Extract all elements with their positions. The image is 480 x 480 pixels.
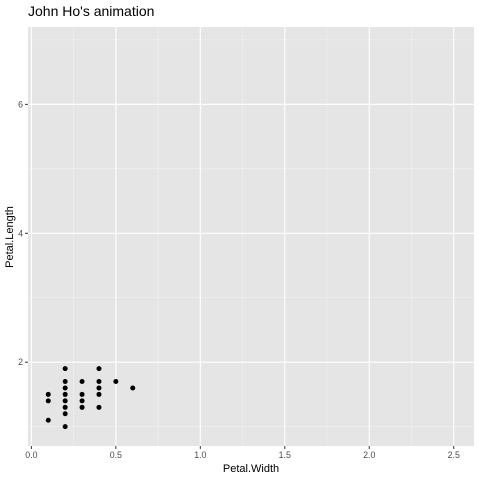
data-point bbox=[113, 379, 119, 385]
data-point bbox=[62, 366, 68, 372]
y-axis-ticks: 2 4 6 bbox=[18, 99, 28, 367]
y-tick-label: 2 bbox=[18, 357, 23, 367]
data-point bbox=[62, 404, 68, 410]
data-point bbox=[45, 417, 51, 423]
data-point bbox=[62, 379, 68, 385]
data-point bbox=[79, 404, 85, 410]
data-point bbox=[79, 391, 85, 397]
data-points bbox=[45, 366, 136, 430]
data-point bbox=[96, 385, 102, 391]
data-point bbox=[96, 404, 102, 410]
data-point bbox=[96, 366, 102, 372]
x-tick-label: 2.5 bbox=[448, 450, 460, 460]
data-point bbox=[62, 391, 68, 397]
data-point bbox=[96, 391, 102, 397]
data-point bbox=[96, 379, 102, 385]
plot-panel bbox=[28, 27, 474, 446]
minor-gridlines bbox=[28, 27, 474, 446]
x-axis-ticks: 0.0 0.5 1.0 1.5 2.0 2.5 bbox=[25, 446, 460, 460]
data-point bbox=[45, 391, 51, 397]
data-point bbox=[45, 398, 51, 404]
x-axis-title: Petal.Width bbox=[223, 463, 279, 475]
x-tick-label: 0.0 bbox=[25, 450, 37, 460]
data-point bbox=[79, 379, 85, 385]
x-tick-label: 1.0 bbox=[194, 450, 206, 460]
y-tick-label: 6 bbox=[18, 99, 23, 109]
chart-title: John Ho's animation bbox=[28, 3, 154, 19]
data-point bbox=[62, 424, 68, 430]
y-axis-title: Petal.Length bbox=[4, 206, 16, 268]
x-tick-label: 2.0 bbox=[363, 450, 375, 460]
data-point bbox=[79, 398, 85, 404]
data-point bbox=[62, 385, 68, 391]
data-point bbox=[62, 411, 68, 417]
data-point bbox=[130, 385, 136, 391]
major-gridlines bbox=[28, 27, 474, 446]
x-tick-label: 1.5 bbox=[279, 450, 291, 460]
data-point bbox=[62, 398, 68, 404]
y-tick-label: 4 bbox=[18, 228, 23, 238]
x-tick-label: 0.5 bbox=[110, 450, 122, 460]
